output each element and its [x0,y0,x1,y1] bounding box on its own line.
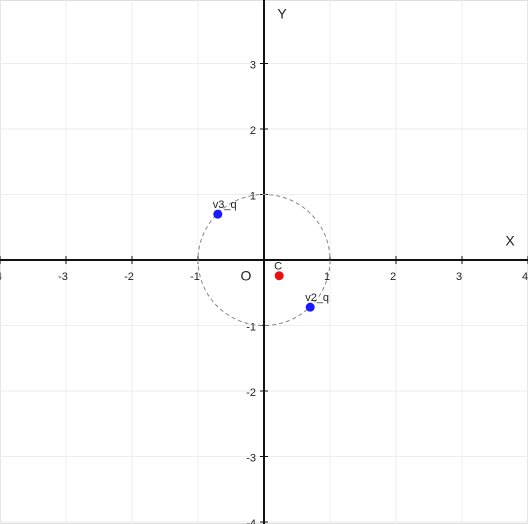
y-tick-label: -2 [246,387,256,399]
x-tick-label: -4 [0,271,2,283]
y-tick-label: -3 [246,452,256,464]
x-tick-label: -2 [124,271,134,283]
y-tick-label: -1 [246,321,256,333]
x-tick-label: 1 [324,271,330,283]
x-tick-label: -1 [190,271,200,283]
point [213,209,223,219]
y-axis-label: Y [277,6,287,22]
y-tick-label: -4 [246,518,256,524]
point [305,302,315,312]
x-tick-label: 2 [390,271,396,283]
point-label: v3_q [213,199,237,211]
x-tick-label: -3 [58,271,68,283]
circle [197,194,331,326]
y-tick-label: 2 [250,125,256,137]
point-label: C [274,261,282,273]
point-label: v2_q [305,292,329,304]
point [274,271,284,281]
x-axis-label: X [505,233,515,249]
x-tick-label: 4 [522,271,528,283]
x-tick-label: 3 [456,271,462,283]
y-tick-label: 1 [250,190,256,202]
y-tick-label: 3 [250,59,256,71]
origin-label: O [241,268,252,284]
